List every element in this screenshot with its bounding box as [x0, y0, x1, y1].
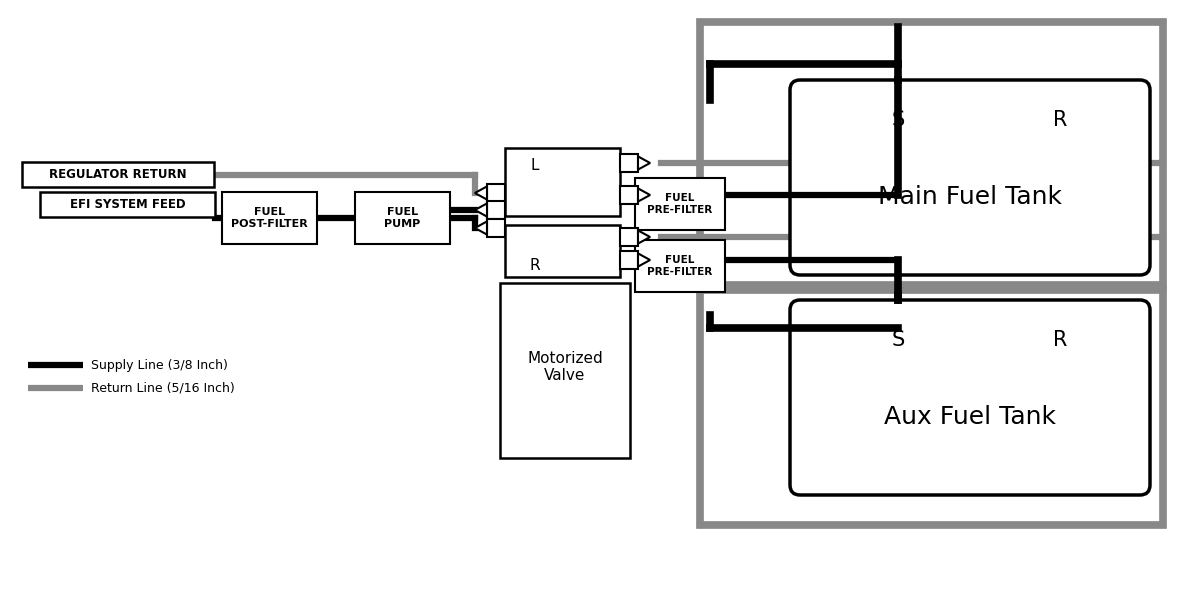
Polygon shape [638, 156, 650, 170]
FancyBboxPatch shape [790, 80, 1150, 275]
Text: EFI SYSTEM FEED: EFI SYSTEM FEED [70, 198, 185, 211]
Bar [635, 240, 725, 292]
Bar [355, 192, 450, 244]
Bar [500, 283, 630, 458]
Text: Motorized
Valve: Motorized Valve [527, 351, 602, 383]
Text: Aux Fuel Tank: Aux Fuel Tank [884, 405, 1056, 429]
Bar [487, 219, 505, 237]
Text: S: S [892, 330, 905, 350]
Text: R: R [1052, 110, 1067, 130]
Polygon shape [638, 189, 650, 202]
Text: Supply Line (3/8 Inch): Supply Line (3/8 Inch) [91, 359, 228, 371]
Bar [620, 251, 638, 269]
Text: L: L [530, 158, 539, 174]
Polygon shape [475, 203, 487, 217]
Bar [487, 201, 505, 219]
Text: S: S [892, 110, 905, 130]
Text: Main Fuel Tank: Main Fuel Tank [878, 185, 1062, 209]
Polygon shape [475, 221, 487, 234]
Text: REGULATOR RETURN: REGULATOR RETURN [49, 168, 187, 181]
Text: R: R [1052, 330, 1067, 350]
Text: R: R [529, 258, 540, 273]
Bar [40, 192, 215, 217]
Bar [700, 290, 1163, 525]
Text: FUEL
PRE-FILTER: FUEL PRE-FILTER [647, 255, 713, 277]
Bar [620, 228, 638, 246]
FancyBboxPatch shape [790, 300, 1150, 495]
Bar [22, 162, 214, 187]
Bar [487, 184, 505, 202]
Bar [620, 154, 638, 172]
Bar [700, 22, 1163, 285]
Text: FUEL
PRE-FILTER: FUEL PRE-FILTER [647, 193, 713, 215]
Text: FUEL
POST-FILTER: FUEL POST-FILTER [232, 207, 308, 229]
Bar [635, 178, 725, 230]
Text: Return Line (5/16 Inch): Return Line (5/16 Inch) [91, 381, 235, 394]
Bar [505, 148, 620, 216]
Polygon shape [638, 253, 650, 267]
Text: FUEL
PUMP: FUEL PUMP [384, 207, 421, 229]
Polygon shape [475, 186, 487, 199]
Polygon shape [638, 230, 650, 243]
Bar [505, 225, 620, 277]
Bar [222, 192, 317, 244]
Bar [620, 186, 638, 204]
